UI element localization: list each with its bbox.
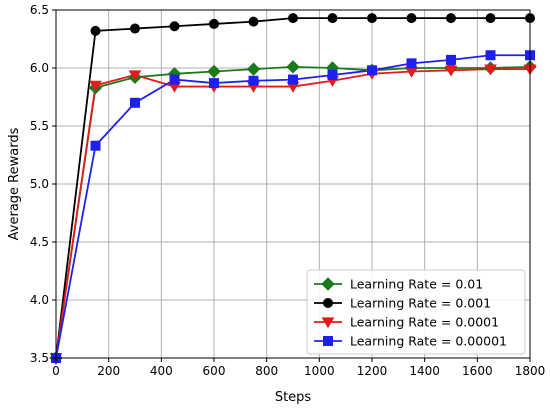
legend-marker <box>323 336 333 346</box>
legend-label: Learning Rate = 0.0001 <box>350 315 499 330</box>
y-axis-ticks: 3.5 4.0 4.5 5.0 5.5 6.0 6.5 <box>30 3 56 365</box>
data-point <box>169 74 180 85</box>
data-point <box>246 62 261 76</box>
data-point <box>406 58 417 69</box>
x-tick-label: 1400 <box>409 364 440 378</box>
data-point <box>130 23 140 34</box>
legend-marker <box>321 317 335 329</box>
data-point <box>367 13 377 24</box>
data-point <box>288 13 298 24</box>
y-tick-label: 6.0 <box>30 61 49 75</box>
legend-label: Learning Rate = 0.001 <box>350 296 491 311</box>
x-axis-title: Steps <box>275 390 312 405</box>
data-point <box>209 18 219 29</box>
data-point <box>248 16 259 27</box>
data-point <box>248 75 259 86</box>
data-point <box>406 13 417 24</box>
data-point <box>485 50 496 61</box>
y-tick-label: 4.0 <box>30 293 49 307</box>
x-tick-label: 1000 <box>304 364 335 378</box>
data-point <box>207 64 221 79</box>
data-point <box>485 13 496 24</box>
x-tick-label: 600 <box>203 364 226 378</box>
data-point <box>169 21 180 32</box>
data-point <box>288 74 298 85</box>
x-tick-label: 1600 <box>462 364 493 378</box>
x-tick-label: 800 <box>255 364 278 378</box>
data-point <box>209 78 219 89</box>
y-tick-label: 6.5 <box>30 3 49 17</box>
data-point <box>327 69 338 80</box>
data-point <box>446 54 456 65</box>
y-axis-title: Average Rewards <box>7 127 22 240</box>
y-tick-label: 5.5 <box>30 119 49 133</box>
x-tick-label: 0 <box>52 364 60 378</box>
y-tick-label: 4.5 <box>30 235 49 249</box>
x-tick-label: 1200 <box>357 364 388 378</box>
legend-marker <box>323 298 333 308</box>
legend-marker <box>321 277 335 291</box>
data-point <box>444 65 458 77</box>
legend-label: Learning Rate = 0.01 <box>350 277 483 292</box>
data-point <box>327 13 338 24</box>
y-tick-label: 3.5 <box>30 351 49 365</box>
legend-label: Learning Rate = 0.00001 <box>350 334 507 349</box>
data-point <box>89 80 102 92</box>
legend: Learning Rate = 0.01 Learning Rate = 0.00… <box>306 269 526 355</box>
x-tick-label: 200 <box>97 364 120 378</box>
data-point <box>446 13 456 24</box>
x-tick-label: 400 <box>150 364 173 378</box>
x-axis-ticks: 0 200 400 600 800 1000 1200 1400 1600 1800 <box>52 358 545 378</box>
data-point <box>128 70 142 82</box>
x-tick-label: 1800 <box>515 364 546 378</box>
data-point <box>286 60 300 74</box>
legend-box <box>306 269 526 355</box>
data-point <box>367 65 377 76</box>
data-point <box>90 140 101 151</box>
data-point <box>90 25 101 36</box>
data-point <box>130 97 140 108</box>
data-point <box>484 64 497 76</box>
y-tick-label: 5.0 <box>30 177 49 191</box>
